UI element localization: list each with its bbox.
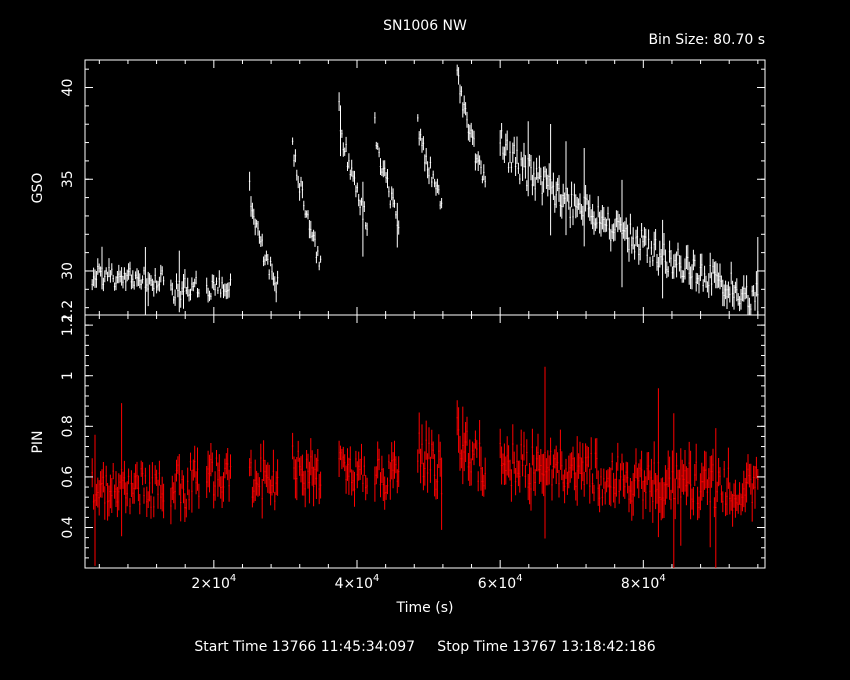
pin-segment-8	[456, 400, 486, 497]
pin-segment-4	[291, 432, 322, 508]
gso-panel: 30 35 40 1.2 GSO	[30, 59, 766, 322]
pin-ytick-label: 0.4	[60, 516, 76, 538]
gso-edge-tick-label: 1.2	[60, 300, 76, 322]
gso-series	[91, 64, 759, 315]
pin-ytick-label: 0.6	[60, 466, 76, 488]
gso-y-axis-label: GSO	[30, 173, 46, 204]
gso-segment-3	[248, 171, 279, 303]
gso-axis-ticks: 30 35 40 1.2	[60, 60, 765, 322]
pin-segment-3	[248, 440, 279, 519]
pin-ytick-label: 0.8	[60, 415, 76, 437]
pin-segment-6	[374, 440, 400, 510]
pin-segment-5	[338, 440, 368, 507]
pin-panel: 0.4 0.6 0.8 1 1.2 PIN	[30, 314, 766, 569]
gso-segment-8	[456, 64, 486, 188]
start-stop-time: Start Time 13766 11:45:34:097 Stop Time …	[194, 639, 655, 655]
gso-segment-7	[417, 114, 443, 210]
gso-segment-4	[291, 137, 322, 271]
pin-segment-2	[206, 443, 232, 509]
gso-segment-6	[374, 112, 400, 248]
pin-segment-7	[417, 412, 443, 530]
x-tick-label: 2×104	[191, 573, 236, 592]
gso-ytick-label: 30	[60, 262, 76, 280]
pin-plot-frame	[84, 314, 766, 569]
x-tick-label: 8×104	[621, 573, 666, 592]
pin-segment-1	[170, 445, 200, 525]
gso-segment-1	[170, 250, 200, 313]
x-axis-label: Time (s)	[396, 600, 454, 616]
pin-ytick-label: 1.2	[60, 314, 76, 336]
x-axis: 2×104 4×104 6×104 8×104	[191, 573, 665, 592]
pin-axis-ticks: 0.4 0.6 0.8 1 1.2	[60, 314, 765, 569]
pin-y-axis-label: PIN	[30, 430, 46, 453]
pin-segment-0	[91, 403, 165, 566]
pin-ytick-label: 1	[60, 371, 76, 380]
x-tick-label: 6×104	[478, 573, 523, 592]
gso-segment-5	[338, 92, 368, 257]
gso-ytick-label: 35	[60, 170, 76, 188]
bin-size-label: Bin Size: 80.70 s	[648, 32, 765, 48]
x-tick-label: 4×104	[335, 573, 380, 592]
chart-title: SN1006 NW	[383, 18, 467, 34]
gso-segment-0	[91, 246, 165, 315]
gso-segment-9	[499, 121, 759, 315]
gso-segment-2	[206, 270, 232, 303]
pin-segment-9	[499, 366, 759, 568]
pin-series	[91, 366, 759, 568]
gso-ytick-label: 40	[60, 79, 76, 97]
